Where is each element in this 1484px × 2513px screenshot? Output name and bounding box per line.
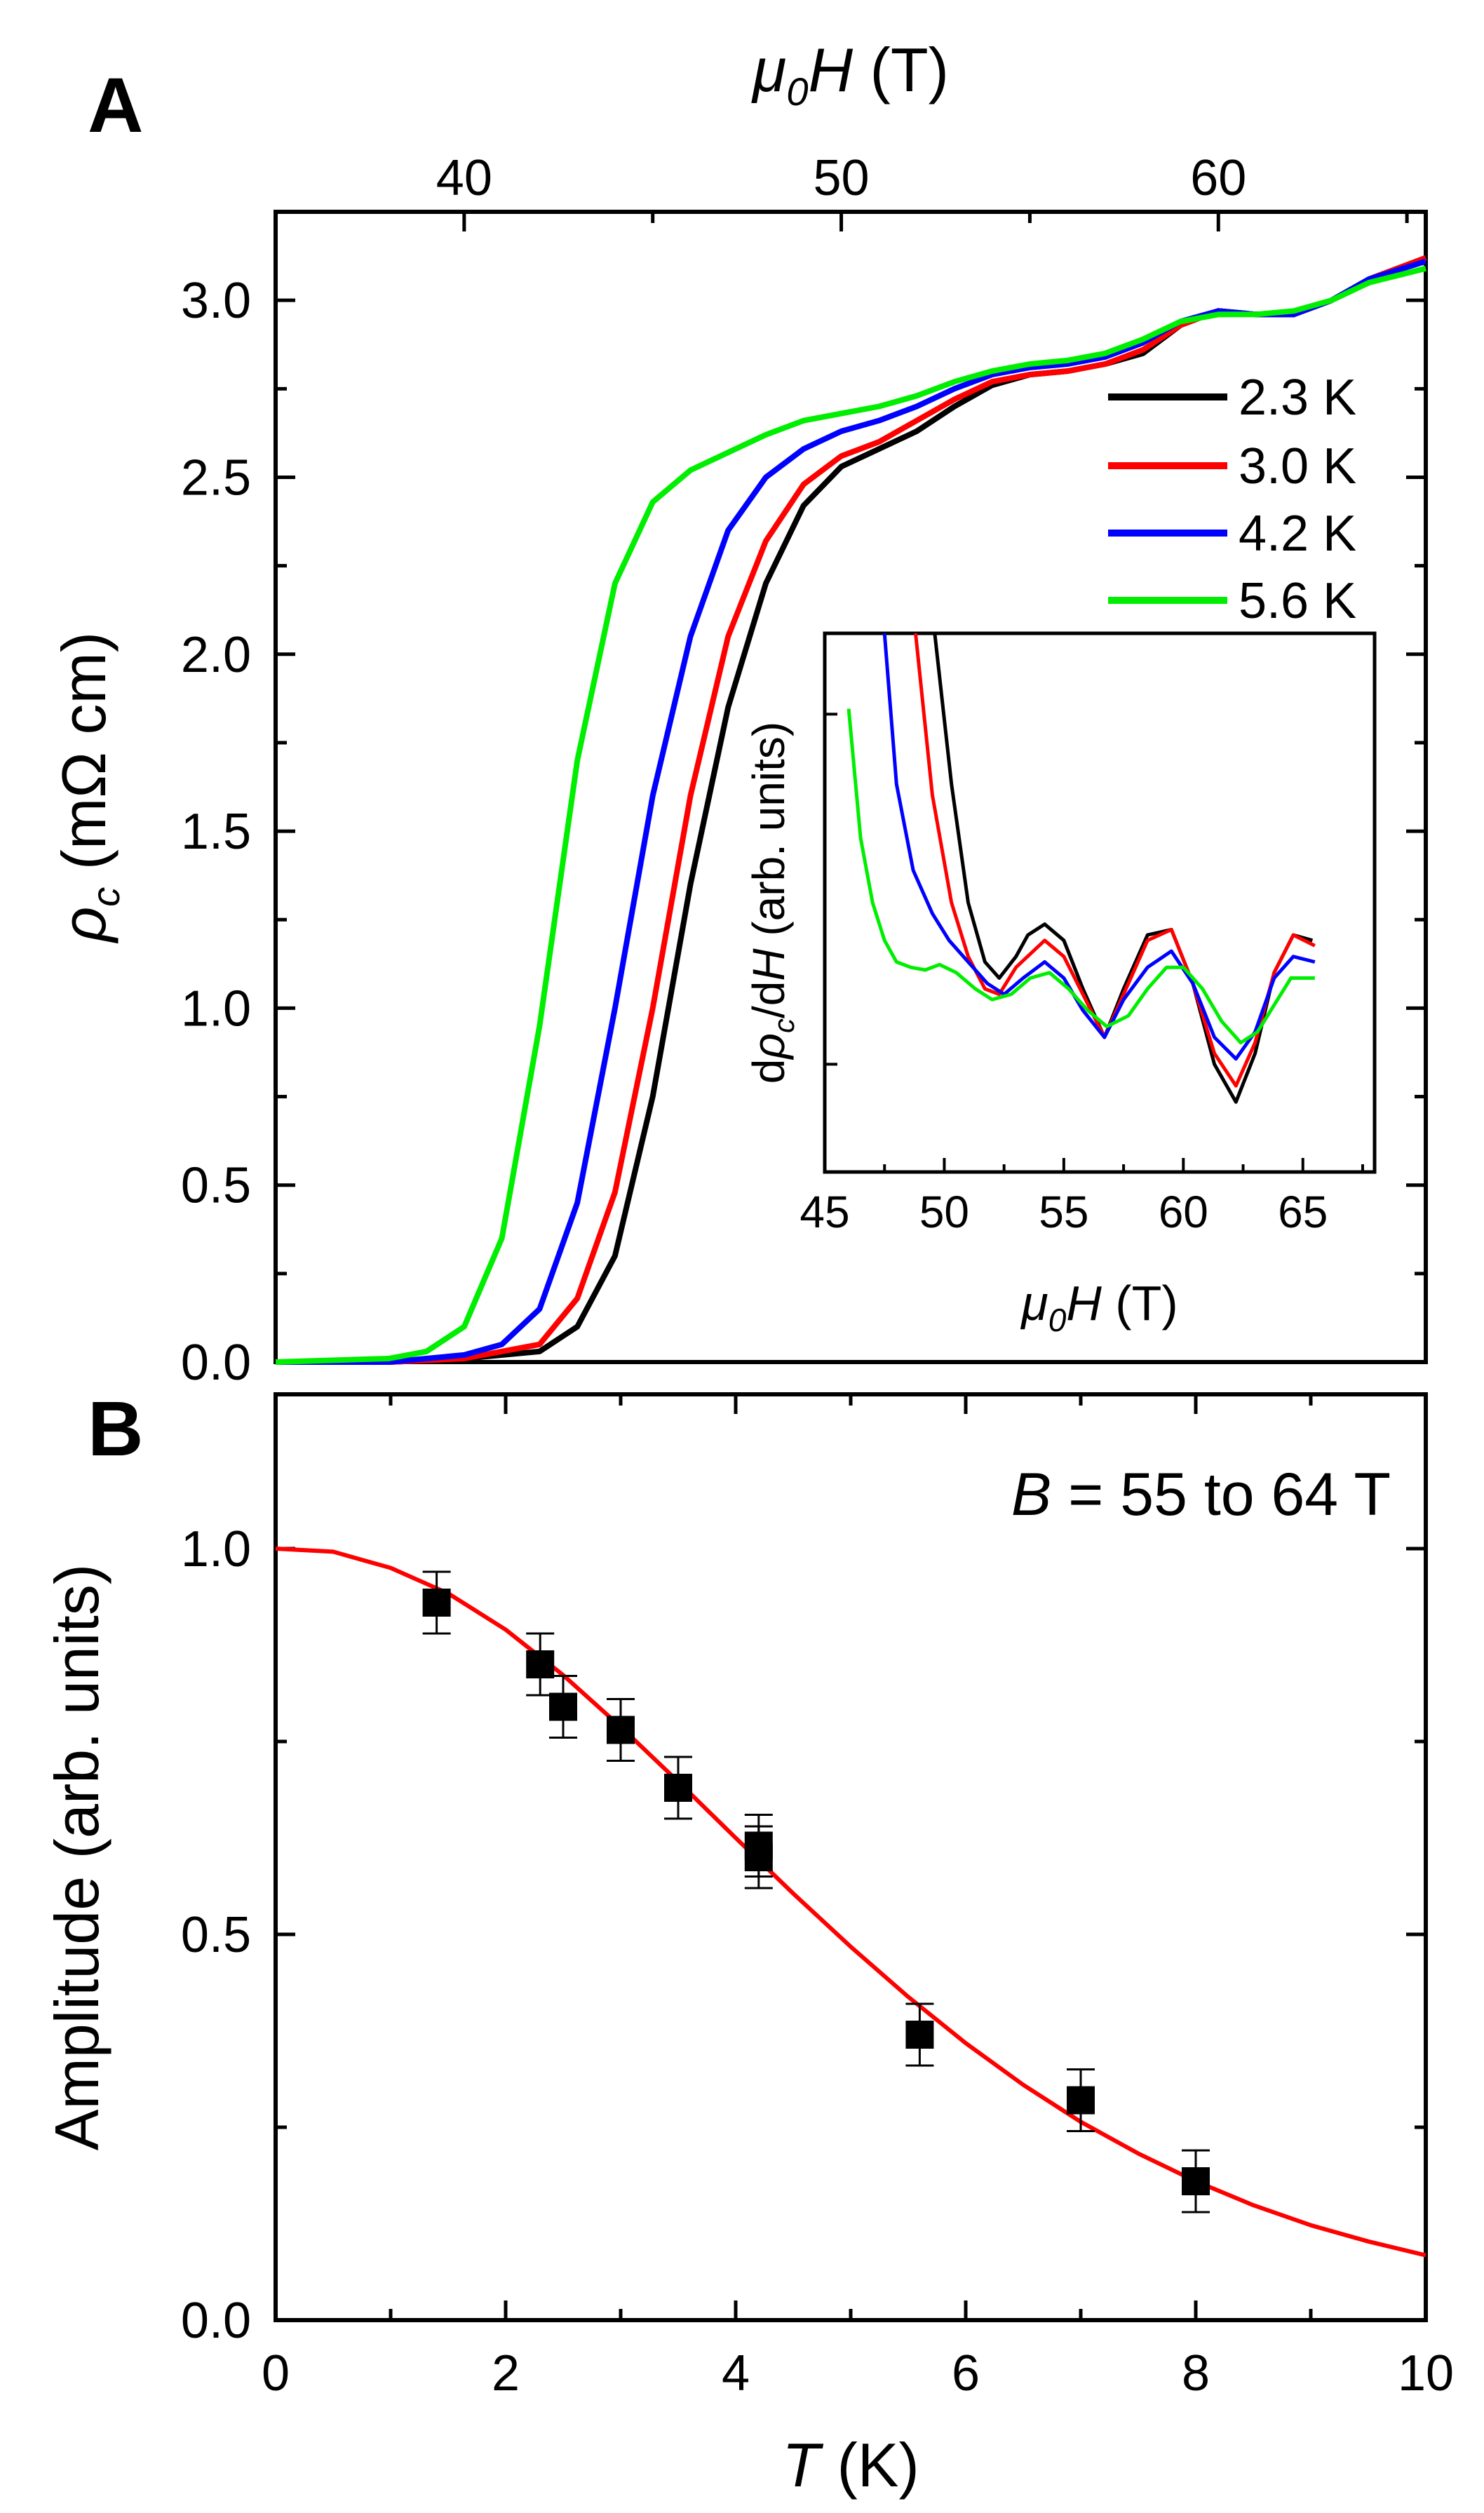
panel-a-y-tick-label: 0.0 — [181, 1335, 251, 1391]
panel-a-label: A — [88, 62, 143, 149]
panel-b-frame — [274, 1392, 1428, 2322]
panel-b-x-tick-label: 2 — [492, 2345, 520, 2401]
panel-b-x-tick-label: 10 — [1398, 2345, 1454, 2401]
panel-b-x-tick-label: 6 — [952, 2345, 980, 2401]
marker-square — [744, 1843, 773, 1871]
panel-b-annotation: B = 55 to 64 T — [1011, 1461, 1391, 1528]
legend-label-3-0k: 3.0 K — [1239, 438, 1356, 494]
panel-a-y-axis-title: ρc (mΩ cm) — [49, 632, 128, 944]
panel-a-top-tick-label: 40 — [436, 150, 492, 206]
marker-square — [607, 1716, 635, 1744]
curve-5-6-k — [275, 265, 1426, 1365]
marker-square — [549, 1692, 577, 1721]
marker-square — [1182, 2167, 1210, 2195]
data-point — [1182, 2149, 1210, 2214]
data-point — [744, 1825, 773, 1889]
panel-b-y-axis-title: Amplitude (arb. units) — [42, 1564, 112, 2150]
panel-a: μ0H (T) ρc (mΩ cm) 40 50 60 0.0 0.5 1.0 1.5 2.0… — [49, 35, 1428, 1391]
inset-x-axis-title: μ0H (T) — [1020, 1276, 1178, 1338]
inset-y-axis-title: dρc/dH (arb. units) — [743, 722, 800, 1084]
inset-x-tick-label: 50 — [919, 1187, 969, 1237]
data-point — [607, 1698, 635, 1762]
panel-b-y-tick-label: 0.5 — [181, 1907, 251, 1963]
panel-b-axes: 0 2 4 6 8 10 0.0 0.5 1.0 — [181, 1394, 1454, 2401]
data-point — [1067, 2068, 1095, 2132]
panel-a-y-tick-label: 2.5 — [181, 450, 251, 506]
panel-b: B = 55 to 64 T Amplitude (arb. units) T … — [42, 1392, 1454, 2500]
legend-label-4-2k: 4.2 K — [1239, 506, 1356, 562]
inset-curve-4-2-k — [882, 633, 1316, 1061]
panel-a-y-tick-label: 0.5 — [181, 1158, 251, 1214]
panel-b-y-tick-label: 0.0 — [181, 2293, 251, 2349]
data-point — [526, 1632, 555, 1697]
marker-square — [1067, 2086, 1095, 2115]
panel-a-top-tick-label: 60 — [1190, 150, 1246, 206]
panel-b-x-tick-label: 4 — [722, 2345, 750, 2401]
panel-a-y-tick-label: 3.0 — [181, 273, 251, 329]
marker-square — [526, 1650, 555, 1678]
panel-a-y-tick-label: 2.0 — [181, 627, 251, 683]
panel-a-y-tick-label: 1.5 — [181, 804, 251, 860]
data-point — [905, 2002, 934, 2067]
inset-x-tick-label: 65 — [1278, 1187, 1328, 1237]
fit-curve — [275, 1547, 1426, 2258]
legend-label-5-6k: 5.6 K — [1239, 573, 1356, 629]
inset-curves — [846, 633, 1316, 1104]
legend-label-2-3k: 2.3 K — [1239, 370, 1356, 426]
panel-a-top-axis-title: μ0H (T) — [751, 35, 949, 114]
panel-b-label: B — [88, 1386, 143, 1472]
inset: 45 50 55 60 65 μ0H (T) dρc/dH (arb. units) — [743, 631, 1377, 1338]
panel-a-plot-area — [275, 255, 1427, 1365]
panel-a-y-tick-label: 1.0 — [181, 981, 251, 1037]
inset-frame — [823, 631, 1377, 1174]
panel-b-plot-area — [275, 1547, 1426, 2258]
marker-square — [422, 1589, 451, 1617]
panel-b-x-tick-label: 8 — [1182, 2345, 1210, 2401]
inset-x-tick-label: 45 — [800, 1187, 849, 1237]
data-point — [422, 1570, 451, 1635]
panel-a-axes: 40 50 60 0.0 0.5 1.0 1.5 2.0 2.5 3.0 — [181, 150, 1426, 1391]
data-point — [664, 1756, 692, 1820]
inset-x-tick-label: 55 — [1039, 1187, 1088, 1237]
inset-axes: 45 50 55 60 65 — [800, 713, 1364, 1237]
panel-b-y-tick-label: 1.0 — [181, 1521, 251, 1577]
data-point — [549, 1675, 577, 1739]
inset-x-tick-label: 60 — [1159, 1187, 1208, 1237]
marker-square — [664, 1774, 692, 1802]
panel-a-legend: 2.3 K 3.0 K 4.2 K 5.6 K — [1108, 370, 1356, 629]
panel-b-x-axis-title: T (K) — [782, 2430, 919, 2500]
marker-square — [905, 2021, 934, 2049]
inset-plot-area — [846, 633, 1316, 1104]
inset-curve-5-6-k — [846, 708, 1315, 1045]
panel-a-top-tick-label: 50 — [814, 150, 870, 206]
panel-b-x-tick-label: 0 — [262, 2345, 290, 2401]
panel-a-frame — [274, 210, 1428, 1364]
